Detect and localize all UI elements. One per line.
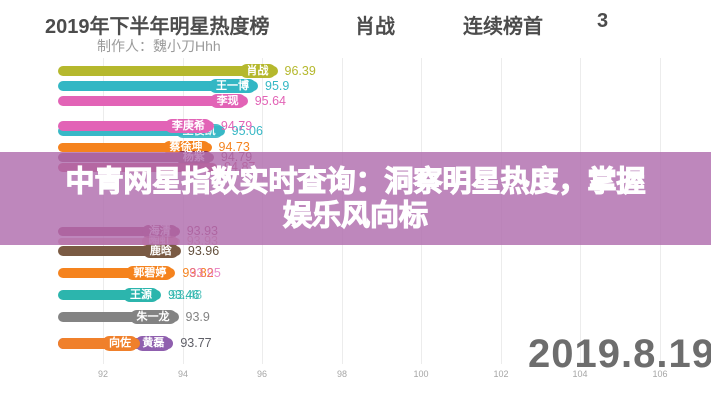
bar — [58, 312, 179, 322]
bar-name-label: 王一博 — [209, 79, 257, 93]
bar — [58, 96, 248, 106]
bar — [58, 81, 259, 91]
leader-status: 连续榜首 — [463, 16, 543, 38]
leader-name: 肖战 — [355, 16, 395, 38]
bar-name-label: 李庚希 — [164, 119, 212, 133]
date-stamp: 2019.8.19 — [528, 332, 711, 376]
bar-value: 93.77 — [180, 336, 212, 350]
bar — [58, 290, 162, 300]
bar-value: 93.96 — [187, 244, 220, 258]
bar-name-label: 朱一龙 — [129, 310, 177, 324]
bar-name-label: 向佐 — [101, 336, 138, 351]
bar-name-label: 蔡徐坤 — [162, 141, 210, 154]
x-tick-label: 104 — [572, 369, 588, 379]
bar-value: 93.9 — [185, 310, 210, 324]
bar — [58, 121, 214, 131]
leader-streak-count: 3 — [597, 10, 609, 32]
bar — [58, 338, 140, 349]
x-tick-label: 102 — [493, 369, 509, 379]
overlay-banner: 中青网星指数实时查询：洞察明星热度，掌握 娱乐风向标 — [0, 152, 711, 245]
overlay-text-line2: 娱乐风向标 — [282, 199, 428, 232]
bar-value: 96.39 — [284, 64, 316, 78]
overlay-text-line1: 中青网星指数实时查询：洞察明星热度，掌握 — [65, 165, 646, 198]
bar — [58, 126, 225, 136]
bar-value: 93.46 — [168, 288, 200, 302]
x-tick-label: 98 — [336, 369, 347, 379]
bar-value: 94.79 — [220, 119, 253, 133]
bar-name-label: 肖战 — [239, 64, 276, 78]
x-tick-label: 92 — [97, 369, 108, 379]
bar-value: 93.82 — [182, 266, 214, 280]
bar-value: 95.06 — [231, 124, 263, 138]
bar — [58, 143, 212, 152]
bar-name-label: 郭碧婷 — [126, 266, 174, 280]
x-tick-label: 96 — [256, 369, 267, 379]
page-title: 2019年下半年明星热度榜 — [45, 16, 270, 38]
bar — [58, 268, 176, 278]
bar-value: 94.73 — [218, 140, 250, 154]
bar-value: 95.64 — [254, 94, 286, 108]
bar-ghost-value: 93.95 — [189, 266, 221, 280]
bar-name-label: 鹿晗 — [142, 244, 179, 258]
bar-name-label: 黄磊 — [135, 336, 172, 351]
bar-name-label: 李现 — [209, 94, 246, 108]
bar — [58, 246, 181, 256]
author-subtitle: 制作人：魏小刀Hhh — [97, 38, 221, 54]
x-tick-label: 94 — [177, 369, 188, 379]
x-tick-label: 106 — [652, 369, 668, 379]
bar — [58, 66, 278, 76]
bar-ghost-value: 93.48 — [170, 288, 203, 302]
bar-name-label: 王源 — [123, 288, 160, 302]
x-tick-label: 100 — [413, 369, 429, 379]
bar-value: 95.9 — [265, 79, 290, 93]
